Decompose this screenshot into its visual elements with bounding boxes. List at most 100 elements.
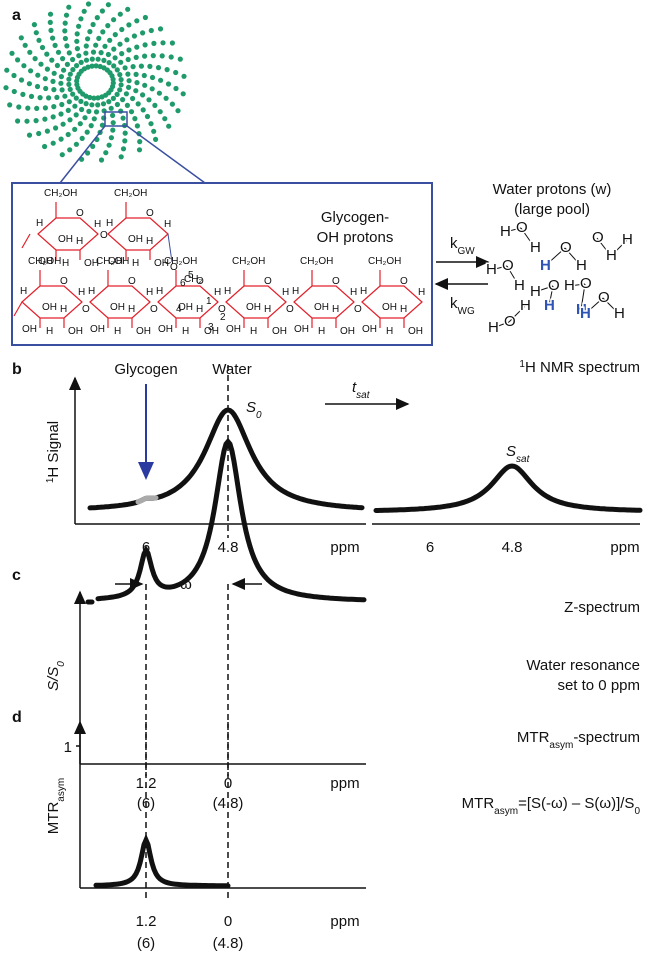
y-label-part: H Signal — [45, 421, 62, 478]
glycogen-dot — [33, 118, 39, 124]
water-title: Water protons (w) — [493, 181, 612, 198]
glycogen-dot — [168, 54, 174, 60]
glycogen-dot — [164, 67, 170, 73]
sugar-atom: H — [36, 218, 43, 229]
sugar-atom: H — [132, 258, 139, 269]
glycogen-dot — [110, 112, 116, 118]
sugar-atom: OH — [136, 326, 151, 337]
carbon-number: 5 — [188, 270, 194, 281]
glycogen-dot — [142, 53, 148, 59]
glycogen-dot — [79, 135, 85, 141]
y-label-part: S/S — [45, 667, 62, 691]
sugar-atom: H — [418, 287, 425, 298]
water-title: (large pool) — [514, 201, 590, 218]
glycogen-dot — [126, 78, 132, 84]
glycogen-dot — [148, 27, 154, 34]
glycogen-dot — [140, 92, 146, 98]
glycogen-dot — [169, 101, 175, 107]
sugar-atom: H — [386, 326, 393, 337]
glycogen-dot — [58, 111, 64, 117]
glycogen-dot — [146, 97, 152, 103]
glycogen-dot — [66, 76, 72, 82]
glycogen-dot — [73, 112, 79, 118]
glycogen-dot — [102, 43, 108, 49]
glycogen-dot — [28, 93, 35, 99]
glycogen-dot — [7, 102, 13, 108]
glycogen-dot — [157, 26, 164, 32]
glycogen-dot — [90, 49, 97, 55]
water-atom: H — [540, 257, 551, 274]
carbon-number: 3 — [208, 322, 214, 333]
glycogen-dot — [77, 121, 83, 127]
glycogen-dot — [114, 67, 120, 73]
linker-o: O — [82, 304, 90, 315]
sugar-atom: OH — [128, 234, 143, 245]
zoom-square — [104, 111, 128, 127]
ssat-part: sat — [516, 454, 531, 465]
glycogen-dot — [26, 132, 33, 138]
note: Water resonance — [526, 657, 640, 674]
glycogen-dot — [73, 141, 79, 147]
spectrum-title-part: 1 — [519, 359, 525, 370]
bond — [568, 283, 586, 287]
glycogen-dot — [36, 37, 42, 43]
glycogen-dot — [134, 44, 140, 50]
glycogen-dot — [126, 84, 132, 90]
structure-box — [11, 182, 433, 346]
carbon-number: 2 — [220, 312, 226, 323]
panel-label: b — [12, 361, 22, 378]
glycogen-dot — [173, 69, 179, 76]
glycogen-dot — [62, 28, 68, 34]
water-atom: O — [598, 289, 610, 306]
x-tick-label: 4.8 — [218, 539, 239, 556]
glycogen-dot — [150, 53, 156, 59]
glycogen-dot — [67, 71, 73, 77]
glycogen-dot — [125, 56, 131, 63]
glycogen-dot — [62, 35, 68, 42]
glycogen-dot — [134, 18, 140, 24]
glycogen-dot — [101, 57, 107, 64]
sugar-atom: H — [264, 304, 271, 315]
glycogen-dot — [64, 43, 70, 49]
sugar-atom: H — [62, 258, 69, 269]
glycogen-dot — [88, 123, 94, 129]
glycogen-label: OH protons — [317, 229, 394, 246]
sugar-atom: O — [264, 276, 272, 287]
glycogen-dot — [124, 37, 130, 43]
s0-part: S — [246, 399, 256, 416]
sugar-atom: OH — [22, 324, 37, 335]
x-tick-label: 1.2 — [136, 913, 157, 930]
bond — [21, 233, 31, 249]
glycogen-dot — [85, 64, 91, 70]
glycogen-dot — [44, 51, 50, 57]
glycogen-dot — [63, 12, 70, 18]
glycogen-dot — [78, 98, 84, 104]
sugar-atom: OH — [110, 302, 125, 313]
sugar-atom: OH — [108, 256, 123, 267]
glycogen-dot — [133, 54, 139, 61]
glycogen-dot — [120, 115, 126, 121]
sugar-atom: OH — [340, 326, 355, 337]
glycogen-dot — [28, 68, 34, 74]
sugar-atom: CH₂OH — [232, 256, 265, 267]
glycogen-dot — [151, 40, 157, 47]
x-tick-label: 0 — [224, 913, 232, 930]
panel-label: d — [12, 709, 22, 726]
glycogen-dot — [99, 8, 105, 14]
ch2: CH₂ — [184, 274, 202, 285]
sugar-atom: OH — [58, 234, 73, 245]
water-atom: H — [520, 297, 531, 314]
glycogen-dot — [74, 38, 80, 44]
x-tick-label: (4.8) — [213, 935, 244, 952]
glycogen-dot — [110, 120, 116, 126]
water-atom: H — [564, 277, 575, 294]
sugar-atom: H — [292, 286, 299, 297]
sugar-atom: H — [106, 218, 113, 229]
glycogen-dot — [142, 82, 148, 88]
glycogen-dot — [64, 61, 70, 67]
spectrum-title: Z-spectrum — [564, 599, 640, 616]
bond — [544, 247, 566, 267]
glycogen-dot — [3, 85, 9, 91]
glycogen-dot — [47, 19, 53, 25]
glycogen-dot — [11, 72, 17, 79]
